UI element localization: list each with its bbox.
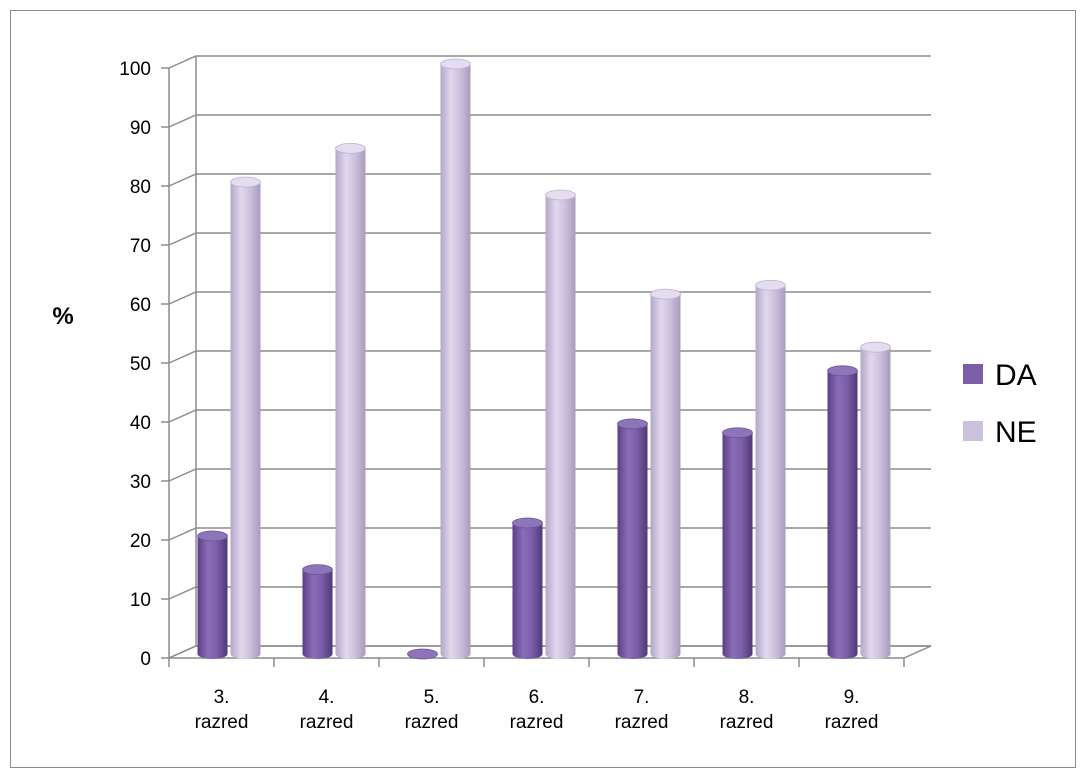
bar-top [755,279,786,291]
bar-NE-4 [650,288,681,659]
bar-top [617,418,648,430]
gridline [168,291,931,305]
y-tick-label: 20 [130,531,151,552]
gridline [168,55,931,69]
chart-frame: 0 10 20 30 40 50 60 70 80 90 100 3. razred 4. razred 5… [10,10,1076,768]
bar-top [197,530,228,542]
bar-NE-2 [440,58,471,659]
bar-body [617,423,648,659]
bar-NE-3 [545,189,576,660]
x-tick-label: 7. razred [615,687,669,733]
y-axis-label: % [52,303,73,330]
y-tick-label: 70 [130,236,151,257]
bar-body [302,569,333,659]
legend: DA NE [963,359,1037,449]
bar-DA-0 [197,530,228,659]
bar-DA-2 [407,648,438,660]
x-tick-label: 8. razred [720,687,774,733]
bar-NE-1 [335,142,366,659]
x-tick-label: 9. razred [825,687,879,733]
gridline [168,114,931,128]
legend-label-NE: NE [995,416,1037,449]
x-tick-label: 3. razred [195,687,249,733]
x-tick-label: 4. razred [300,687,354,733]
bar-DA-5 [722,427,753,659]
bar-NE-0 [230,176,261,659]
gridline [168,409,931,423]
legend-label-DA: DA [995,359,1037,392]
x-axis: 3. razred 4. razred 5. razred 6. razred 7. razred… [168,658,905,733]
bar-top [440,58,471,70]
bar-body [335,148,366,659]
y-tick-label: 40 [130,413,151,434]
gridline [168,645,931,659]
x-tick-label: 6. razred [510,687,564,733]
bar-DA-4 [617,418,648,659]
bar-chart: 0 10 20 30 40 50 60 70 80 90 100 3. razred 4. razred 5… [52,55,1037,733]
legend-swatch-DA [963,364,983,384]
gridline [168,527,931,541]
bar-top [335,142,366,154]
bar-body [722,432,753,659]
y-tick-label: 60 [130,295,151,316]
bar-top [650,288,681,300]
bar-top [302,564,333,576]
legend-swatch-NE [963,421,983,441]
bar-top [722,427,753,439]
y-tick-label: 50 [130,354,151,375]
y-tick-label: 100 [119,59,151,80]
y-tick-label: 30 [130,472,151,493]
bar-top [230,176,261,188]
bar-body [440,64,471,659]
bar-top [407,648,438,660]
bar-DA-6 [827,365,858,659]
gridlines [168,55,931,659]
bar-body [827,370,858,659]
bar-NE-6 [860,341,891,659]
bar-body [545,194,576,660]
y-axis: 0 10 20 30 40 50 60 70 80 90 100 [119,59,169,670]
gridline [168,350,931,364]
bar-top [545,189,576,201]
gridline [168,232,931,246]
gridline [168,173,931,187]
bar-body [512,523,543,659]
bar-body [650,294,681,659]
bar-DA-3 [512,517,543,659]
bar-body [197,536,228,659]
bar-body [860,347,891,659]
bars [197,58,891,660]
x-tick-label: 5. razred [405,687,459,733]
y-tick-label: 80 [130,177,151,198]
y-tick-label: 10 [130,590,151,611]
gridline [168,468,931,482]
bar-NE-5 [755,279,786,659]
y-tick-label: 90 [130,118,151,139]
bar-top [827,365,858,377]
y-tick-label: 0 [140,649,151,670]
bar-top [860,341,891,353]
bar-body [755,285,786,659]
bar-DA-1 [302,564,333,659]
bar-top [512,517,543,529]
gridline [168,586,931,600]
bar-body [230,182,261,659]
